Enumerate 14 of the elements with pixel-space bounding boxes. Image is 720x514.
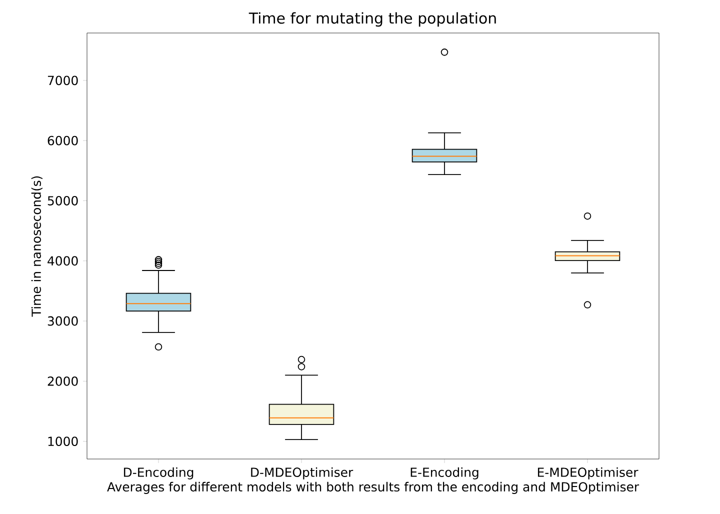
y-tick-label: 7000 xyxy=(48,76,78,86)
x-tick-label: D-MDEOptimiser xyxy=(251,467,354,480)
x-axis-title: Averages for different models with both results from the encoding and MDEOptimiser xyxy=(107,482,640,494)
x-tick-label: E-MDEOptimiser xyxy=(538,467,638,480)
y-axis-title: Time in nanosecond(s) xyxy=(31,176,42,317)
y-tick-label: 2000 xyxy=(48,376,78,386)
y-tick-label: 4000 xyxy=(48,256,78,266)
y-tick-label: 5000 xyxy=(48,196,78,206)
y-tick-label: 6000 xyxy=(48,136,78,146)
x-tick-label: D-Encoding xyxy=(124,467,194,480)
y-tick-label: 1000 xyxy=(48,436,78,446)
chart-title: Time for mutating the population xyxy=(248,12,496,27)
y-tick-label: 3000 xyxy=(48,316,78,326)
x-tick-label: E-Encoding xyxy=(410,467,478,480)
